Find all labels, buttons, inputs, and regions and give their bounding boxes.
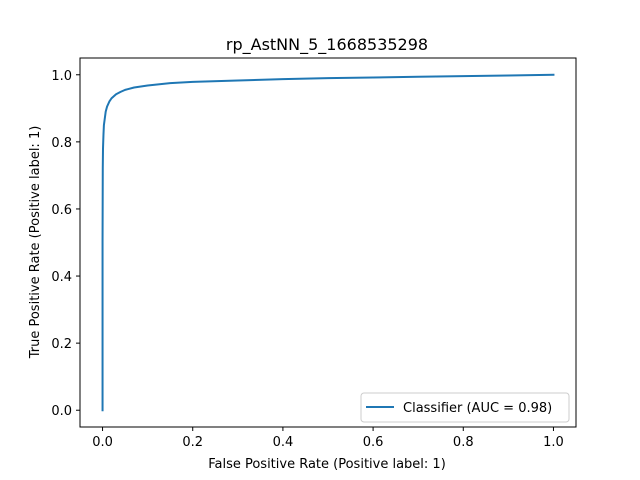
chart-title: rp_AstNN_5_1668535298 xyxy=(226,35,428,55)
x-tick-label: 0.0 xyxy=(92,435,113,450)
y-tick-label: 1.0 xyxy=(51,69,72,84)
axes-frame xyxy=(79,57,577,428)
legend: Classifier (AUC = 0.98) xyxy=(360,392,570,423)
y-tick-label: 0.8 xyxy=(51,136,72,151)
x-axis-label: False Positive Rate (Positive label: 1) xyxy=(208,457,446,472)
y-axis-label: True Positive Rate (Positive label: 1) xyxy=(28,126,43,360)
legend-box xyxy=(360,392,570,423)
y-tick-label: 0.4 xyxy=(51,270,72,285)
y-tick-label: 0.6 xyxy=(51,203,72,218)
x-tick-label: 0.6 xyxy=(363,435,384,450)
y-tick-label: 0.2 xyxy=(51,337,72,352)
x-tick-label: 0.4 xyxy=(273,435,294,450)
legend-entry: Classifier (AUC = 0.98) xyxy=(403,401,552,416)
x-tick-label: 0.2 xyxy=(182,435,203,450)
x-tick-label: 1.0 xyxy=(543,435,564,450)
x-tick-label: 0.8 xyxy=(453,435,474,450)
plot-area: 0.0 0.2 0.4 0.6 0.8 1.0 0.0 0.2 0.4 0.6 0.8 1.0 xyxy=(51,57,577,450)
y-tick-label: 0.0 xyxy=(51,404,72,419)
series-line-0 xyxy=(101,73,555,412)
